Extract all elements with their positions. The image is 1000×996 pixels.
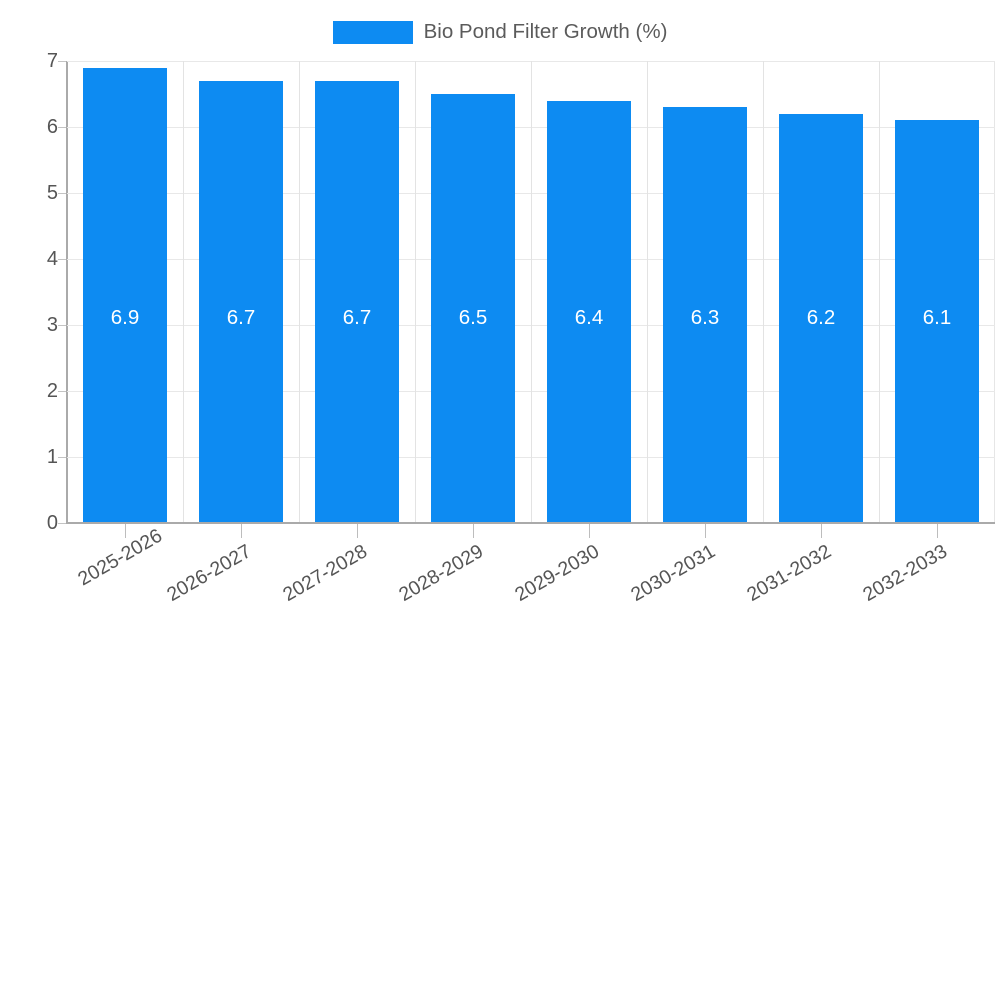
x-axis-tick-mark	[241, 524, 242, 538]
bar[interactable]	[895, 120, 979, 523]
x-axis-tick-mark	[821, 524, 822, 538]
x-axis-tick-labels: 2025-2026 2026-2027 2027-2028 2028-2029 2029…	[67, 524, 995, 606]
plot-right-border	[994, 61, 995, 523]
x-gridline	[183, 61, 184, 523]
x-gridline	[647, 61, 648, 523]
x-gridline	[763, 61, 764, 523]
x-axis-tick-label: 2032-2033	[859, 540, 951, 606]
bar-group[interactable]: 6.3	[647, 61, 763, 523]
x-axis-tick-mark	[937, 524, 938, 538]
legend-color-swatch-bio-pond-filter-growth	[332, 20, 413, 44]
bar-value-label: 6.3	[690, 306, 720, 329]
bar-value-label: 6.9	[110, 306, 140, 329]
bar-group[interactable]: 6.4	[531, 61, 647, 523]
y-axis-tick-mark	[58, 325, 66, 326]
y-axis-tick-label: 1	[46, 446, 58, 468]
bar-value-label: 6.5	[458, 306, 488, 329]
bar-value-label: 6.2	[806, 306, 836, 329]
bar-value-label: 6.1	[922, 306, 952, 329]
x-gridline	[299, 61, 300, 523]
y-axis-tick-mark	[58, 127, 66, 128]
bar[interactable]	[779, 113, 863, 523]
y-axis-tick-label: 7	[46, 50, 58, 72]
bar-value-label: 6.7	[342, 306, 372, 329]
x-axis-tick-label: 2025-2026	[74, 524, 167, 591]
bar-group[interactable]: 6.7	[183, 61, 299, 523]
y-axis-line	[66, 61, 68, 524]
bar-group[interactable]: 6.5	[415, 61, 531, 523]
x-axis-line	[66, 522, 995, 524]
bar-group[interactable]: 6.7	[299, 61, 415, 523]
y-axis-tick-label: 5	[46, 182, 58, 204]
y-axis-tick-mark	[58, 457, 66, 458]
x-gridline	[415, 61, 416, 523]
x-axis-tick-mark	[589, 524, 590, 538]
y-axis-tick-mark	[58, 193, 66, 194]
x-axis-tick-label: 2030-2031	[627, 540, 719, 606]
bar[interactable]	[663, 107, 747, 523]
bar-value-label: 6.7	[226, 306, 256, 329]
bar-group[interactable]: 6.2	[763, 61, 879, 523]
y-axis-tick-mark	[58, 391, 66, 392]
bar[interactable]	[431, 94, 515, 523]
bar[interactable]	[83, 67, 167, 523]
y-axis-tick-labels: 0 1 2 3 4 5 6 7	[0, 51, 66, 533]
legend-label-bio-pond-filter-growth: Bio Pond Filter Growth (%)	[423, 19, 668, 43]
plot-area: 6.9 6.7 6.7 6.5 6.4 6.3 6.2 6.1	[67, 61, 995, 524]
chart-legend: Bio Pond Filter Growth (%)	[0, 12, 1000, 52]
y-axis-tick-label: 3	[46, 314, 58, 336]
y-axis-tick-label: 2	[46, 380, 58, 402]
x-gridline	[879, 61, 880, 523]
x-axis-tick-mark	[473, 524, 474, 538]
bar[interactable]	[199, 80, 283, 523]
y-axis-tick-label: 0	[46, 512, 58, 534]
bar[interactable]	[315, 80, 399, 523]
y-axis-tick-mark	[58, 61, 66, 62]
y-axis-tick-mark	[58, 259, 66, 260]
bar-value-label: 6.4	[574, 306, 604, 329]
bar-group[interactable]: 6.9	[67, 61, 183, 523]
bar-group[interactable]: 6.1	[879, 61, 995, 523]
y-axis-tick-mark	[58, 523, 66, 524]
y-axis-tick-label: 4	[46, 248, 58, 270]
x-axis-tick-mark	[357, 524, 358, 538]
x-axis-tick-mark	[125, 524, 126, 538]
y-axis-tick-label: 6	[46, 116, 58, 138]
x-gridline	[531, 61, 532, 523]
bar[interactable]	[547, 100, 631, 523]
x-axis-tick-mark	[705, 524, 706, 538]
